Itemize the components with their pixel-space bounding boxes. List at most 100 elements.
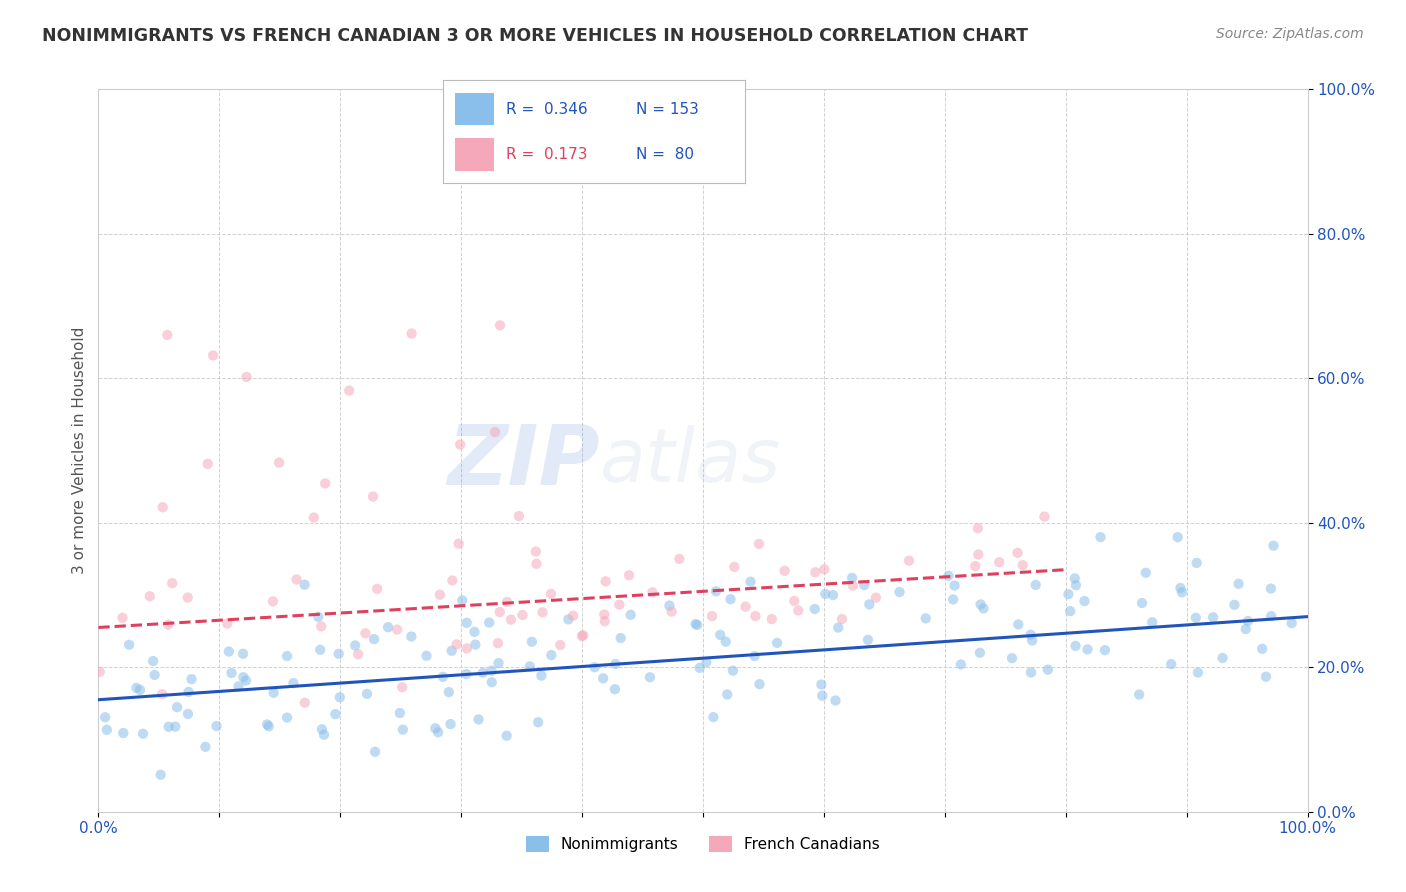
Point: [96, 723, 118, 737]
Point: [449, 437, 471, 451]
Point: [1234, 622, 1257, 636]
Point: [439, 717, 461, 731]
Point: [530, 668, 553, 682]
Point: [1223, 598, 1246, 612]
Point: [1260, 582, 1282, 596]
Point: [988, 555, 1011, 569]
Point: [262, 594, 284, 608]
Point: [1007, 617, 1029, 632]
Point: [156, 328, 179, 343]
Point: [965, 559, 987, 574]
Point: [1007, 546, 1029, 560]
Point: [427, 725, 450, 739]
Point: [973, 601, 995, 615]
Point: [603, 682, 626, 697]
Point: [658, 599, 681, 613]
Point: [347, 647, 370, 661]
Point: [889, 585, 911, 599]
Point: [1135, 566, 1157, 580]
Point: [704, 584, 727, 599]
Point: [125, 681, 148, 695]
Point: [257, 719, 280, 733]
Point: [814, 587, 837, 601]
Point: [607, 598, 630, 612]
Point: [914, 611, 936, 625]
Point: [440, 644, 463, 658]
Point: [392, 723, 415, 737]
Point: [488, 656, 510, 670]
Point: [714, 634, 737, 648]
Point: [132, 727, 155, 741]
Point: [1001, 651, 1024, 665]
Point: [112, 726, 135, 740]
Point: [740, 574, 762, 589]
Point: [356, 687, 378, 701]
Point: [641, 585, 664, 599]
Point: [312, 728, 335, 742]
Point: [456, 641, 478, 656]
Point: [489, 318, 512, 333]
Point: [325, 707, 347, 722]
Point: [165, 720, 187, 734]
Point: [783, 594, 806, 608]
Point: [217, 616, 239, 631]
Point: [1227, 577, 1250, 591]
Point: [943, 578, 966, 592]
Point: [152, 500, 174, 515]
Point: [520, 634, 543, 648]
Point: [721, 664, 744, 678]
Point: [841, 571, 863, 585]
Point: [176, 591, 198, 605]
Point: [484, 425, 506, 439]
Text: ZIP: ZIP: [447, 421, 600, 502]
Point: [309, 642, 332, 657]
Point: [276, 710, 298, 724]
Point: [592, 671, 614, 685]
Point: [1130, 596, 1153, 610]
Point: [593, 607, 616, 622]
Bar: [456, 137, 495, 170]
Point: [228, 680, 250, 694]
Point: [1281, 616, 1303, 631]
Point: [89, 665, 111, 679]
Point: [495, 729, 517, 743]
Point: [451, 593, 474, 607]
Point: [401, 630, 423, 644]
Point: [437, 685, 460, 699]
Point: [617, 568, 640, 582]
Bar: [456, 93, 495, 126]
Text: atlas: atlas: [600, 425, 782, 498]
Point: [94, 710, 117, 724]
Point: [1212, 651, 1234, 665]
Point: [364, 745, 387, 759]
Point: [205, 719, 228, 733]
Point: [354, 626, 377, 640]
Point: [486, 636, 509, 650]
Point: [734, 599, 756, 614]
Point: [803, 602, 825, 616]
Point: [605, 657, 627, 671]
Point: [143, 668, 166, 682]
Point: [263, 686, 285, 700]
Point: [572, 628, 595, 642]
Text: NONIMMIGRANTS VS FRENCH CANADIAN 3 OR MORE VEHICLES IN HOUSEHOLD CORRELATION CHA: NONIMMIGRANTS VS FRENCH CANADIAN 3 OR MO…: [42, 27, 1028, 45]
Point: [748, 677, 770, 691]
Point: [401, 326, 423, 341]
Point: [1237, 614, 1260, 628]
Point: [471, 665, 494, 680]
Point: [942, 592, 965, 607]
Point: [1251, 641, 1274, 656]
Point: [540, 648, 562, 662]
Text: R =  0.173: R = 0.173: [506, 146, 588, 161]
Point: [571, 629, 593, 643]
Point: [1185, 556, 1208, 570]
Point: [150, 687, 173, 701]
Point: [853, 578, 876, 592]
Point: [441, 574, 464, 588]
Point: [1076, 642, 1098, 657]
Point: [865, 591, 887, 605]
Point: [425, 721, 447, 735]
Point: [593, 614, 616, 628]
Point: [813, 562, 835, 576]
Point: [447, 536, 470, 550]
